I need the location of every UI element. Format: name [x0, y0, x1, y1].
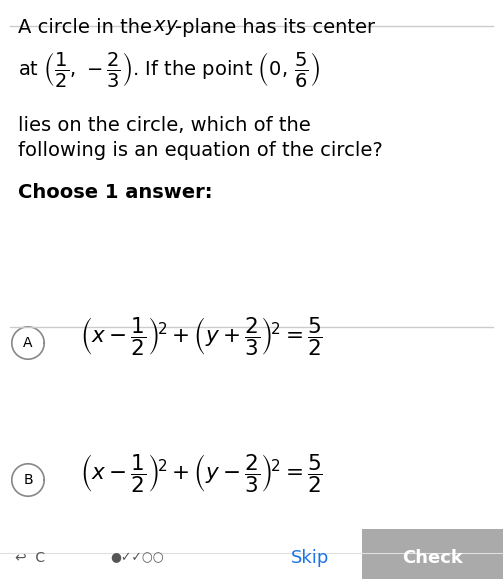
Text: lies on the circle, which of the: lies on the circle, which of the: [18, 116, 311, 135]
Text: Skip: Skip: [291, 549, 329, 567]
Text: B: B: [23, 473, 33, 487]
FancyBboxPatch shape: [362, 529, 503, 579]
Text: $xy$: $xy$: [153, 18, 179, 37]
Text: A circle in the: A circle in the: [18, 18, 158, 37]
Text: at $\left(\dfrac{1}{2},\,-\dfrac{2}{3}\right)$. If the point $\left(0,\,\dfrac{5: at $\left(\dfrac{1}{2},\,-\dfrac{2}{3}\r…: [18, 50, 320, 89]
Text: ↩  C: ↩ C: [15, 551, 45, 565]
Text: -plane has its center: -plane has its center: [175, 18, 375, 37]
Text: Check: Check: [402, 549, 463, 567]
Text: Choose 1 answer:: Choose 1 answer:: [18, 183, 212, 202]
Text: ●✓✓○○: ●✓✓○○: [110, 552, 163, 565]
Text: A: A: [23, 336, 33, 350]
Text: $\left(x - \dfrac{1}{2}\right)^{\!2} + \left(y + \dfrac{2}{3}\right)^{\!2} = \df: $\left(x - \dfrac{1}{2}\right)^{\!2} + \…: [80, 315, 323, 358]
Text: following is an equation of the circle?: following is an equation of the circle?: [18, 141, 383, 160]
Text: $\left(x - \dfrac{1}{2}\right)^{\!2} + \left(y - \dfrac{2}{3}\right)^{\!2} = \df: $\left(x - \dfrac{1}{2}\right)^{\!2} + \…: [80, 452, 323, 494]
